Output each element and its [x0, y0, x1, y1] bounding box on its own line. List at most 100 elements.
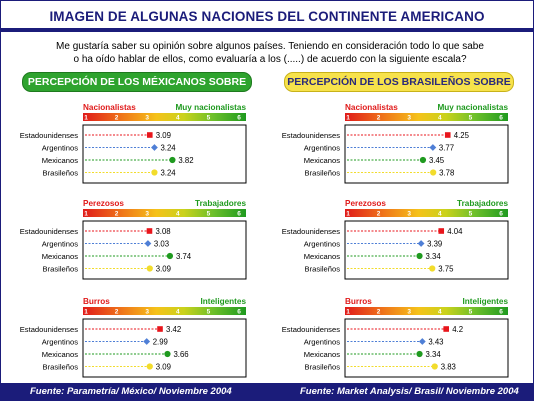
chart-mexicanos-1-data-label: 3.09 — [156, 265, 171, 274]
chart-brasilenos-1-data-label: 4.04 — [447, 227, 463, 236]
chart-brasilenos-2-point — [416, 350, 423, 358]
chart-brasilenos-1-plot-box — [344, 220, 509, 280]
chart-mexicanos-1-point — [146, 228, 153, 234]
title-underline — [0, 28, 534, 32]
chart-mexicanos-1-category-label: Mexicanos — [42, 252, 78, 261]
chart-brasilenos-2-category-label: Mexicanos — [304, 350, 340, 359]
chart-mexicanos-2-point — [157, 326, 163, 332]
chart-mexicanos-2-point — [146, 363, 153, 370]
chart-brasilenos-2-category-label: Argentinos — [304, 338, 341, 347]
chart-brasilenos-2-scale-tick: 4 — [438, 309, 442, 316]
chart-brasilenos-2-scale-tick: 2 — [377, 309, 381, 316]
chart-mexicanos-2-scale-bar — [83, 307, 246, 315]
chart-brasilenos-1-data-label: 3.34 — [426, 252, 442, 261]
chart-mexicanos-0-category-label: Argentinos — [42, 144, 79, 153]
footer-source-mexicanos: Fuente: Parametría/ México/ Noviembre 20… — [30, 386, 232, 397]
intro-line-2: o ha oído hablar de ellos, como evaluarí… — [73, 54, 467, 65]
chart-mexicanos-0-category-label: Mexicanos — [42, 156, 78, 165]
chart-brasilenos-0-high-label: Muy nacionalistas — [437, 103, 508, 112]
chart-brasilenos-0-point — [444, 132, 451, 138]
chart-brasilenos-2-high-label: Inteligentes — [463, 297, 509, 306]
chart-brasilenos-2-plot-box — [344, 318, 509, 378]
chart-mexicanos-0-scale-tick: 6 — [237, 115, 241, 122]
chart-brasilenos-0-scale-bar — [345, 113, 508, 121]
chart-brasilenos-2-data-label: 3.43 — [428, 338, 443, 347]
chart-mexicanos-2-low-label: Burros — [83, 297, 110, 306]
chart-brasilenos-0-data-label: 3.45 — [429, 156, 445, 165]
chart-mexicanos-1-data-label: 3.08 — [155, 227, 170, 236]
chart-brasilenos-0-data-label: 4.25 — [454, 131, 470, 140]
chart-mexicanos-2-scale-tick: 2 — [115, 309, 119, 316]
chart-mexicanos-2-scale-tick: 3 — [145, 309, 149, 316]
chart-brasilenos-0-scale-tick: 3 — [407, 115, 411, 122]
chart-brasilenos-0-scale-tick: 6 — [499, 115, 503, 122]
chart-mexicanos-1-data-label: 3.03 — [154, 240, 169, 249]
chart-brasilenos-0-category-label: Brasileños — [305, 169, 341, 178]
chart-brasilenos-1-point — [429, 265, 436, 272]
chart-mexicanos-0-scale-tick: 4 — [176, 115, 180, 122]
chart-mexicanos-0-scale-tick: 1 — [84, 115, 88, 122]
chart-brasilenos-2-scale-tick: 1 — [346, 309, 350, 316]
chart-brasilenos-2-point — [431, 363, 438, 370]
chart-brasilenos-2-data-label: 4.2 — [452, 325, 463, 334]
chart-brasilenos-0-point — [429, 144, 437, 151]
chart-mexicanos-1-data-label: 3.74 — [176, 252, 192, 261]
chart-mexicanos-2-scale-tick: 1 — [84, 309, 88, 316]
chart-brasilenos-1-scale-tick: 5 — [469, 211, 473, 218]
chart-brasilenos-2-data-label: 3.34 — [426, 350, 442, 359]
chart-brasilenos-1-data-label: 3.39 — [427, 240, 442, 249]
chart-brasilenos-2-scale-tick: 3 — [407, 309, 411, 316]
footer-bar — [0, 383, 534, 401]
chart-mexicanos-2-point — [143, 338, 151, 345]
chart-brasilenos-0-category-label: Mexicanos — [304, 156, 340, 165]
chart-mexicanos-1-point — [144, 240, 152, 247]
chart-brasilenos-0-scale-tick: 1 — [346, 115, 350, 122]
chart-brasilenos-0-scale-tick: 2 — [377, 115, 381, 122]
chart-mexicanos-0-point — [151, 169, 158, 176]
chart-brasilenos-1-scale-bar — [345, 209, 508, 217]
chart-mexicanos-2-data-label: 2.99 — [153, 338, 168, 347]
chart-brasilenos-2-data-label: 3.83 — [441, 363, 456, 372]
chart-mexicanos-2-data-label: 3.09 — [156, 363, 171, 372]
chart-brasilenos-1-low-label: Perezosos — [345, 199, 386, 208]
chart-mexicanos-2-scale-tick: 5 — [207, 309, 211, 316]
chart-mexicanos-0-category-label: Brasileños — [43, 169, 79, 178]
chart-brasilenos-2-category-label: Estadounidenses — [282, 325, 340, 334]
chart-mexicanos-1-point — [146, 265, 153, 272]
chart-brasilenos-1-category-label: Argentinos — [304, 240, 341, 249]
chart-mexicanos-1-point — [166, 252, 174, 260]
chart-mexicanos-2-category-label: Mexicanos — [42, 350, 78, 359]
chart-mexicanos-1-high-label: Trabajadores — [195, 199, 246, 208]
chart-mexicanos-0-scale-bar — [83, 113, 246, 121]
chart-mexicanos-0-data-label: 3.09 — [156, 131, 171, 140]
chart-brasilenos-0-scale-tick: 4 — [438, 115, 442, 122]
chart-brasilenos-0-category-label: Estadounidenses — [282, 131, 340, 140]
chart-brasilenos-0-data-label: 3.77 — [439, 144, 454, 153]
chart-brasilenos-0-point — [419, 156, 427, 164]
chart-brasilenos-2-category-label: Brasileños — [305, 363, 341, 372]
chart-brasilenos-0-plot-box — [344, 124, 509, 184]
chart-mexicanos-0-data-label: 3.82 — [178, 156, 193, 165]
chart-mexicanos-2-data-label: 3.42 — [166, 325, 181, 334]
chart-mexicanos-1-scale-tick: 2 — [115, 211, 119, 218]
chart-mexicanos-0-scale-tick: 5 — [207, 115, 211, 122]
chart-brasilenos-1-category-label: Brasileños — [305, 265, 341, 274]
page-title: IMAGEN DE ALGUNAS NACIONES DEL CONTINENT… — [49, 9, 485, 24]
chart-brasilenos-1-category-label: Estadounidenses — [282, 227, 340, 236]
chart-brasilenos-2-point — [418, 338, 426, 345]
chart-mexicanos-0-point — [146, 132, 153, 138]
chart-brasilenos-0-data-label: 3.78 — [439, 169, 454, 178]
chart-mexicanos-1-scale-tick: 3 — [145, 211, 149, 218]
chart-mexicanos-2-point — [164, 350, 171, 358]
chart-mexicanos-2-scale-tick: 4 — [176, 309, 180, 316]
chart-brasilenos-0-low-label: Nacionalistas — [345, 103, 398, 112]
chart-brasilenos-1-scale-tick: 6 — [499, 211, 503, 218]
chart-brasilenos-1-scale-tick: 2 — [377, 211, 381, 218]
chart-mexicanos-0-scale-tick: 2 — [115, 115, 119, 122]
chart-mexicanos-1-scale-bar — [83, 209, 246, 217]
chart-brasilenos-1-scale-tick: 4 — [438, 211, 442, 218]
chart-brasilenos-0-point — [430, 169, 437, 176]
chart-mexicanos-1-scale-tick: 4 — [176, 211, 180, 218]
chart-brasilenos-2-scale-tick: 5 — [469, 309, 473, 316]
